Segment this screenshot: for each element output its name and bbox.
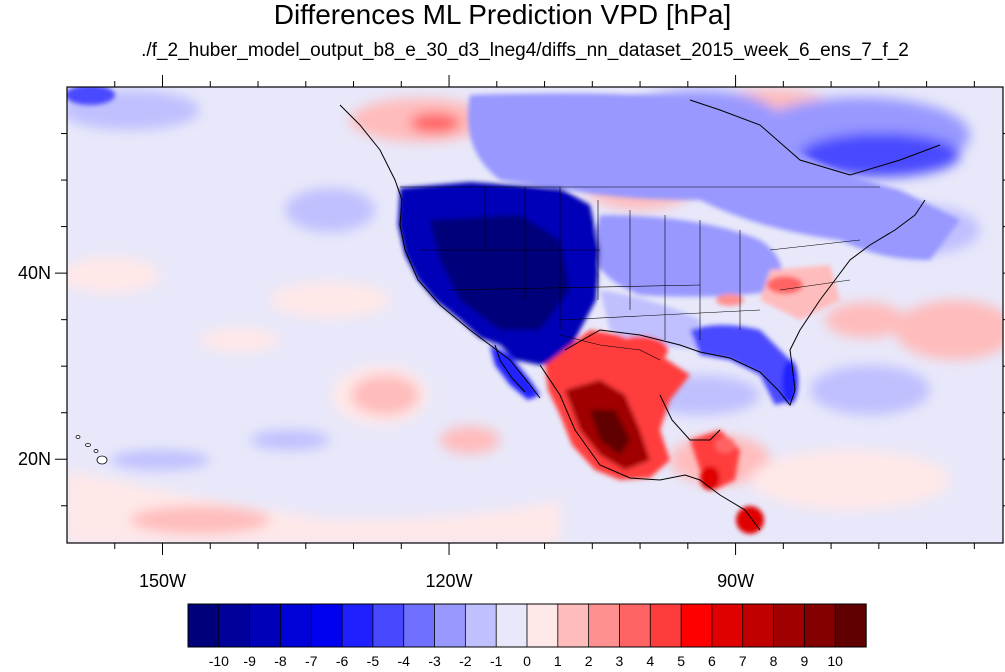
latitude-axis: 40N 20N <box>18 133 1005 507</box>
lon-tick-label: 150W <box>139 571 186 591</box>
coastlines <box>339 99 941 531</box>
colorbar-label: 9 <box>800 653 808 669</box>
hawaii-islands <box>75 435 108 465</box>
colorbar-label: -5 <box>367 653 380 669</box>
colorbar-swatch <box>218 603 251 648</box>
colorbar-swatch <box>372 603 405 648</box>
colorbar-swatch <box>619 603 651 648</box>
lat-tick-label: 40N <box>18 263 51 283</box>
longitude-axis: 150W 120W 90W <box>114 75 975 591</box>
colorbar-label: -9 <box>243 653 256 669</box>
colorbar: -10 -9 -8 -7 -6 -5 -4 -3 -2 -1 0 1 2 3 4 5 6 7 8 9 10 <box>187 603 867 669</box>
lon-tick-label: 90W <box>717 571 754 591</box>
political-borders <box>400 186 880 361</box>
colorbar-label: 10 <box>827 653 843 669</box>
colorbar-swatch <box>187 603 220 648</box>
colorbar-swatch <box>280 603 312 648</box>
colorbar-label: 4 <box>646 653 654 669</box>
colorbar-label: -10 <box>209 653 229 669</box>
colorbar-swatch <box>464 603 497 648</box>
colorbar-label: 1 <box>554 653 562 669</box>
colorbar-label: -8 <box>274 653 287 669</box>
colorbar-swatch <box>341 603 374 648</box>
colorbar-swatch <box>434 603 467 648</box>
colorbar-label: -2 <box>459 653 472 669</box>
colorbar-label: -7 <box>305 653 318 669</box>
colorbar-label: 8 <box>770 653 778 669</box>
lat-tick-label: 20N <box>18 449 51 469</box>
colorbar-label: -1 <box>490 653 503 669</box>
colorbar-swatch <box>249 603 282 648</box>
colorbar-swatch <box>310 603 343 648</box>
colorbar-swatch <box>834 603 867 648</box>
colorbar-label: -6 <box>336 653 349 669</box>
colorbar-swatch <box>649 603 682 648</box>
colorbar-swatch <box>742 603 775 648</box>
colorbar-swatch <box>680 603 713 648</box>
colorbar-swatch <box>773 603 806 648</box>
map-subtitle: ./f_2_huber_model_output_b8_e_30_d3_lneg… <box>141 40 909 61</box>
plot-area <box>67 87 1003 543</box>
colorbar-swatch <box>403 603 436 648</box>
colorbar-label: 7 <box>739 653 747 669</box>
colorbar-label: 2 <box>585 653 593 669</box>
lon-tick-label: 120W <box>426 571 473 591</box>
continental-anomalies <box>67 87 960 534</box>
colorbar-swatch <box>557 603 590 648</box>
map-title: Differences ML Prediction VPD [hPa] <box>273 0 732 30</box>
colorbar-swatch <box>588 603 621 648</box>
colorbar-swatch <box>711 603 744 648</box>
map-frame <box>66 86 1004 544</box>
colorbar-swatch <box>526 603 559 648</box>
colorbar-label: 0 <box>523 653 531 669</box>
colorbar-frame <box>187 603 867 648</box>
colorbar-label: -3 <box>428 653 441 669</box>
colorbar-label: 3 <box>616 653 624 669</box>
colorbar-swatch <box>803 603 836 648</box>
colorbar-label: -4 <box>398 653 411 669</box>
colorbar-label: 6 <box>708 653 716 669</box>
colorbar-swatch <box>495 603 528 648</box>
colorbar-label: 5 <box>677 653 685 669</box>
